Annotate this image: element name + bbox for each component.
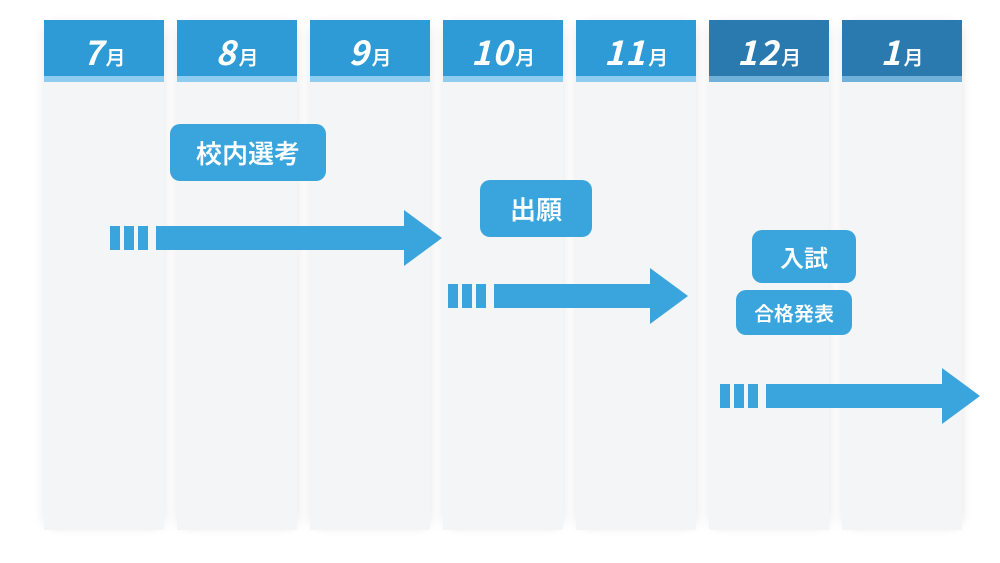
- arrow-tick: [476, 284, 486, 308]
- event-bubble: 校内選考: [170, 124, 326, 181]
- month-suffix: 月: [648, 26, 668, 88]
- timeline-arrow: [720, 368, 980, 424]
- arrow-head-icon: [650, 268, 688, 324]
- arrow-tick: [748, 384, 758, 408]
- arrow-shaft: [494, 284, 650, 308]
- month-suffix: 月: [239, 26, 259, 88]
- arrow-tick: [734, 384, 744, 408]
- arrow-shaft: [766, 384, 942, 408]
- month-number: 1: [880, 20, 901, 82]
- month-column: 8月: [177, 20, 297, 530]
- arrow-head-icon: [404, 210, 442, 266]
- arrow-tick: [124, 226, 134, 250]
- month-number: 9: [348, 20, 369, 82]
- arrow-shaft: [156, 226, 404, 250]
- arrow-tick: [720, 384, 730, 408]
- arrow-tick: [110, 226, 120, 250]
- month-suffix: 月: [781, 26, 801, 88]
- month-suffix: 月: [904, 26, 924, 88]
- month-header: 8月: [177, 20, 297, 82]
- event-bubble: 入試: [752, 230, 856, 283]
- month-number: 7: [82, 20, 103, 82]
- month-column: 7月: [44, 20, 164, 530]
- month-header: 1月: [842, 20, 962, 82]
- month-header: 12月: [709, 20, 829, 82]
- month-header: 10月: [443, 20, 563, 82]
- arrow-head-icon: [942, 368, 980, 424]
- month-number: 8: [215, 20, 236, 82]
- month-column: 1月: [842, 20, 962, 530]
- timeline-arrow: [448, 268, 688, 324]
- month-header: 7月: [44, 20, 164, 82]
- event-bubble: 出願: [480, 180, 592, 237]
- arrow-tick: [138, 226, 148, 250]
- month-header: 11月: [576, 20, 696, 82]
- timeline-canvas: 7月8月9月10月11月12月1月校内選考出願入試合格発表: [0, 0, 1000, 563]
- month-header: 9月: [310, 20, 430, 82]
- arrow-tick: [462, 284, 472, 308]
- month-number: 11: [604, 20, 646, 82]
- month-number: 10: [471, 20, 513, 82]
- timeline-arrow: [110, 210, 442, 266]
- arrow-tick: [448, 284, 458, 308]
- month-suffix: 月: [372, 26, 392, 88]
- month-number: 12: [737, 20, 779, 82]
- month-suffix: 月: [106, 26, 126, 88]
- event-bubble: 合格発表: [736, 290, 852, 335]
- month-column: 9月: [310, 20, 430, 530]
- month-suffix: 月: [515, 26, 535, 88]
